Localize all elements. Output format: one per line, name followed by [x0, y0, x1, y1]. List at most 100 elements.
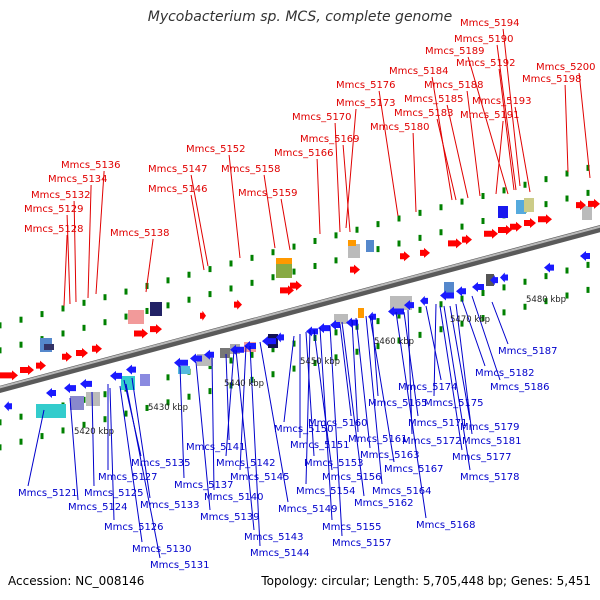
leader-line [190, 194, 205, 271]
gene-label-lower: Mmcs_5121 [18, 488, 78, 499]
leader-line [305, 329, 311, 485]
gene-label-upper: Mmcs_5136 [61, 160, 121, 171]
feature-box [348, 244, 360, 258]
tick-mark [418, 234, 422, 241]
feature-box [128, 310, 144, 324]
feature-box [44, 344, 54, 350]
leader-line [339, 323, 352, 417]
tick-mark [229, 357, 233, 364]
leader-line [425, 305, 442, 381]
leader-line [446, 104, 469, 199]
leader-line [378, 90, 399, 217]
tick-mark [229, 285, 233, 292]
tick-mark [544, 176, 548, 183]
leader-line [436, 118, 457, 201]
tick-mark [439, 204, 443, 211]
gene-label-upper: Mmcs_5170 [292, 112, 352, 123]
leader-line [63, 234, 68, 307]
tick-mark [481, 218, 485, 225]
feature-box [334, 314, 348, 324]
leader-line [455, 303, 473, 435]
leader-line [449, 305, 471, 421]
feature-box [582, 206, 592, 220]
gene-label-lower: Mmcs_5171 [408, 418, 468, 429]
leader-line [341, 321, 365, 497]
tick-mark [250, 351, 254, 358]
gene-label-lower: Mmcs_5156 [322, 472, 382, 483]
leader-line [316, 158, 321, 235]
forward-gene-arrow [448, 238, 462, 249]
scale-labels: 5420 kbp 5430 kbp 5440 kbp 5450 kbp 5460 kbp… [74, 295, 566, 437]
forward-gene-arrow [510, 221, 522, 232]
gene-label-lower: Mmcs_5175 [424, 398, 484, 409]
tick-mark [397, 312, 401, 319]
gene-label-lower: Mmcs_5145 [230, 472, 290, 483]
leader-line [502, 28, 521, 187]
leader-line [329, 325, 343, 537]
tick-mark [19, 438, 23, 445]
reverse-gene-arrow [4, 401, 12, 412]
tick-mark [124, 288, 128, 295]
tick-mark [397, 337, 401, 344]
tick-mark [418, 306, 422, 313]
gene-label-upper: Mmcs_5189 [425, 46, 485, 57]
genome-backbone [0, 225, 600, 393]
gene-label-lower: Mmcs_5140 [204, 492, 264, 503]
tick-mark [586, 261, 590, 268]
tick-mark [19, 316, 23, 323]
reverse-gene-arrow [276, 332, 284, 343]
scale-label: 5450 kbp [300, 357, 340, 367]
tick-mark [439, 326, 443, 333]
tick-mark [313, 262, 317, 269]
leader-line [395, 311, 427, 519]
forward-gene-arrow [62, 351, 72, 362]
tick-mark [397, 240, 401, 247]
gene-label-lower: Mmcs_5151 [290, 440, 350, 451]
gene-label-upper: Mmcs_5188 [424, 80, 484, 91]
reverse-gene-arrow [330, 319, 340, 330]
tick-mark [397, 215, 401, 222]
tick-mark [271, 371, 275, 378]
tick-mark [292, 243, 296, 250]
scale-label: 5460 kbp [374, 337, 414, 347]
gene-label-lower: Mmcs_5126 [104, 522, 164, 533]
forward-gene-arrow [420, 247, 430, 258]
tick-mark [334, 232, 338, 239]
leader-line [342, 144, 351, 233]
leader-line [365, 315, 383, 485]
forward-gene-arrow [0, 370, 18, 381]
tick-mark [334, 354, 338, 361]
tick-mark [166, 302, 170, 309]
gene-label-lower: Mmcs_5168 [416, 520, 476, 531]
feature-box [86, 392, 100, 406]
gene-label-upper: Mmcs_5159 [238, 188, 298, 199]
leader-line [496, 44, 517, 191]
gene-label-upper: Mmcs_5180 [370, 122, 430, 133]
leader-line [119, 385, 143, 543]
feature-box [516, 200, 526, 214]
tick-mark [82, 299, 86, 306]
forward-gene-arrow [134, 328, 148, 339]
leader-line [345, 108, 357, 229]
tick-mark [565, 195, 569, 202]
gene-label-lower: Mmcs_5165 [368, 398, 428, 409]
tick-mark [166, 399, 170, 406]
gene-label-lower: Mmcs_5130 [132, 544, 192, 555]
gene-label-lower: Mmcs_5177 [452, 452, 512, 463]
gene-label-lower: Mmcs_5127 [98, 472, 158, 483]
leader-line [412, 132, 417, 213]
tick-mark [376, 246, 380, 253]
tick-mark [145, 307, 149, 314]
leader-line [27, 409, 45, 487]
gene-label-lower: Mmcs_5164 [372, 486, 432, 497]
tick-mark [103, 319, 107, 326]
gene-label-upper: Mmcs_5176 [336, 80, 396, 91]
gene-label-upper: Mmcs_5191 [460, 110, 520, 121]
tick-mark [355, 348, 359, 355]
forward-gene-arrow [92, 343, 102, 354]
feature-box [70, 396, 84, 410]
gene-label-lower: Mmcs_5163 [360, 450, 420, 461]
tick-mark [313, 237, 317, 244]
